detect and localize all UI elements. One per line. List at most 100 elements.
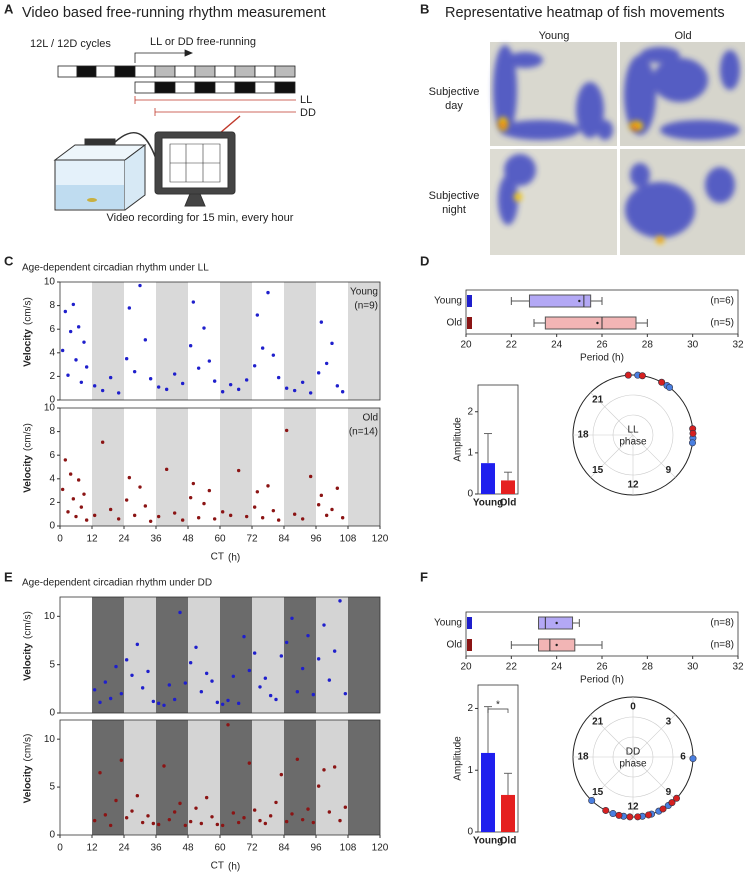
data-point xyxy=(271,353,276,357)
shade-band xyxy=(348,282,380,400)
data-point xyxy=(220,390,225,394)
polar-spoke xyxy=(632,756,676,800)
x-tick-label: 72 xyxy=(246,534,258,545)
x-axis-title: CT xyxy=(211,861,224,872)
plot-frame xyxy=(465,611,739,657)
data-point xyxy=(228,513,233,518)
x-tick-label: Old xyxy=(500,498,517,509)
y-tick-label: 0 xyxy=(49,830,55,841)
data-point xyxy=(108,696,113,701)
data-point xyxy=(319,493,324,498)
data-point xyxy=(220,702,225,706)
data-point xyxy=(63,458,68,462)
data-point xyxy=(74,514,78,519)
x-tick-label: 12 xyxy=(86,534,98,545)
category-label: Old xyxy=(446,640,462,651)
data-point xyxy=(226,723,230,727)
y-axis-title: Amplitude xyxy=(453,736,464,781)
x-tick-label: 12 xyxy=(86,843,98,854)
data-point xyxy=(247,668,252,673)
data-point xyxy=(266,290,270,295)
bar xyxy=(501,480,515,494)
data-point xyxy=(204,795,209,800)
x-tick-label: 36 xyxy=(150,534,162,545)
data-point xyxy=(98,700,102,705)
row-label: Subjective day xyxy=(429,86,480,112)
data-point xyxy=(127,475,132,480)
panel-label: F xyxy=(420,569,428,584)
x-tick-label: 24 xyxy=(551,340,563,351)
y-tick-label: 2 xyxy=(49,497,55,508)
data-point xyxy=(138,283,142,288)
data-point xyxy=(228,382,233,387)
angle-label: 21 xyxy=(592,394,604,405)
x-axis-title: Period (h) xyxy=(580,353,624,364)
x-tick-label: 26 xyxy=(596,662,608,673)
data-point xyxy=(156,514,161,519)
chart-title: Age-dependent circadian rhythm under LL xyxy=(22,263,209,274)
heatmaps xyxy=(490,42,745,255)
setup-illustration xyxy=(53,131,236,211)
data-point xyxy=(268,693,273,698)
box xyxy=(544,316,637,330)
x-tick-label: 28 xyxy=(642,340,654,351)
caption: Video recording for 15 min, every hour xyxy=(107,212,294,224)
x-axis-unit: (h) xyxy=(228,862,240,873)
y-tick-label: 0 xyxy=(49,395,55,406)
data-point xyxy=(194,806,198,810)
data-point xyxy=(127,306,132,310)
phase-point xyxy=(588,797,596,805)
data-point xyxy=(316,371,321,375)
data-point xyxy=(324,513,329,518)
data-point xyxy=(103,813,108,817)
data-point xyxy=(71,302,76,307)
x-tick-label: 72 xyxy=(246,843,258,854)
data-point xyxy=(343,691,348,696)
data-point xyxy=(68,329,73,334)
x-tick-label: 24 xyxy=(118,534,130,545)
mean xyxy=(555,643,558,647)
data-point xyxy=(172,697,177,702)
data-point xyxy=(180,518,185,522)
angle-label: 12 xyxy=(627,480,639,491)
data-point xyxy=(308,391,313,395)
data-point xyxy=(66,510,70,514)
x-axis-title: CT xyxy=(211,552,224,563)
y-tick-label: 8 xyxy=(49,426,55,437)
data-point xyxy=(119,691,124,696)
data-point xyxy=(60,487,65,492)
data-point xyxy=(114,798,118,803)
data-point xyxy=(311,692,316,697)
y-tick-label: 5 xyxy=(49,659,55,670)
y-axis-unit: (cm/s) xyxy=(23,611,34,639)
shade-band xyxy=(124,597,156,713)
y-axis-title: Amplitude xyxy=(453,417,464,462)
data-point xyxy=(135,794,140,798)
data-point xyxy=(199,690,204,694)
x-tick-label: 30 xyxy=(687,340,699,351)
data-point xyxy=(335,384,340,388)
data-point xyxy=(207,488,212,493)
data-point xyxy=(295,690,300,694)
phase-point xyxy=(666,383,674,391)
legend-swatch xyxy=(467,295,472,307)
center-label: DD xyxy=(626,747,640,758)
data-point xyxy=(124,658,129,662)
data-point xyxy=(92,513,97,518)
data-point xyxy=(247,761,252,765)
data-point xyxy=(215,700,220,705)
y-axis-label: Amplitude xyxy=(453,417,464,462)
data-point xyxy=(148,377,153,381)
data-point xyxy=(330,341,334,346)
data-point xyxy=(135,642,140,647)
data-point xyxy=(300,517,305,521)
x-tick-label: 30 xyxy=(687,662,699,673)
phase-point xyxy=(645,811,653,819)
data-point xyxy=(124,357,129,361)
data-point xyxy=(316,784,321,788)
data-point xyxy=(306,633,310,638)
data-point xyxy=(204,671,209,676)
x-tick-label: 108 xyxy=(340,534,357,545)
shade-band xyxy=(124,720,156,835)
angle-label: 3 xyxy=(666,716,672,727)
